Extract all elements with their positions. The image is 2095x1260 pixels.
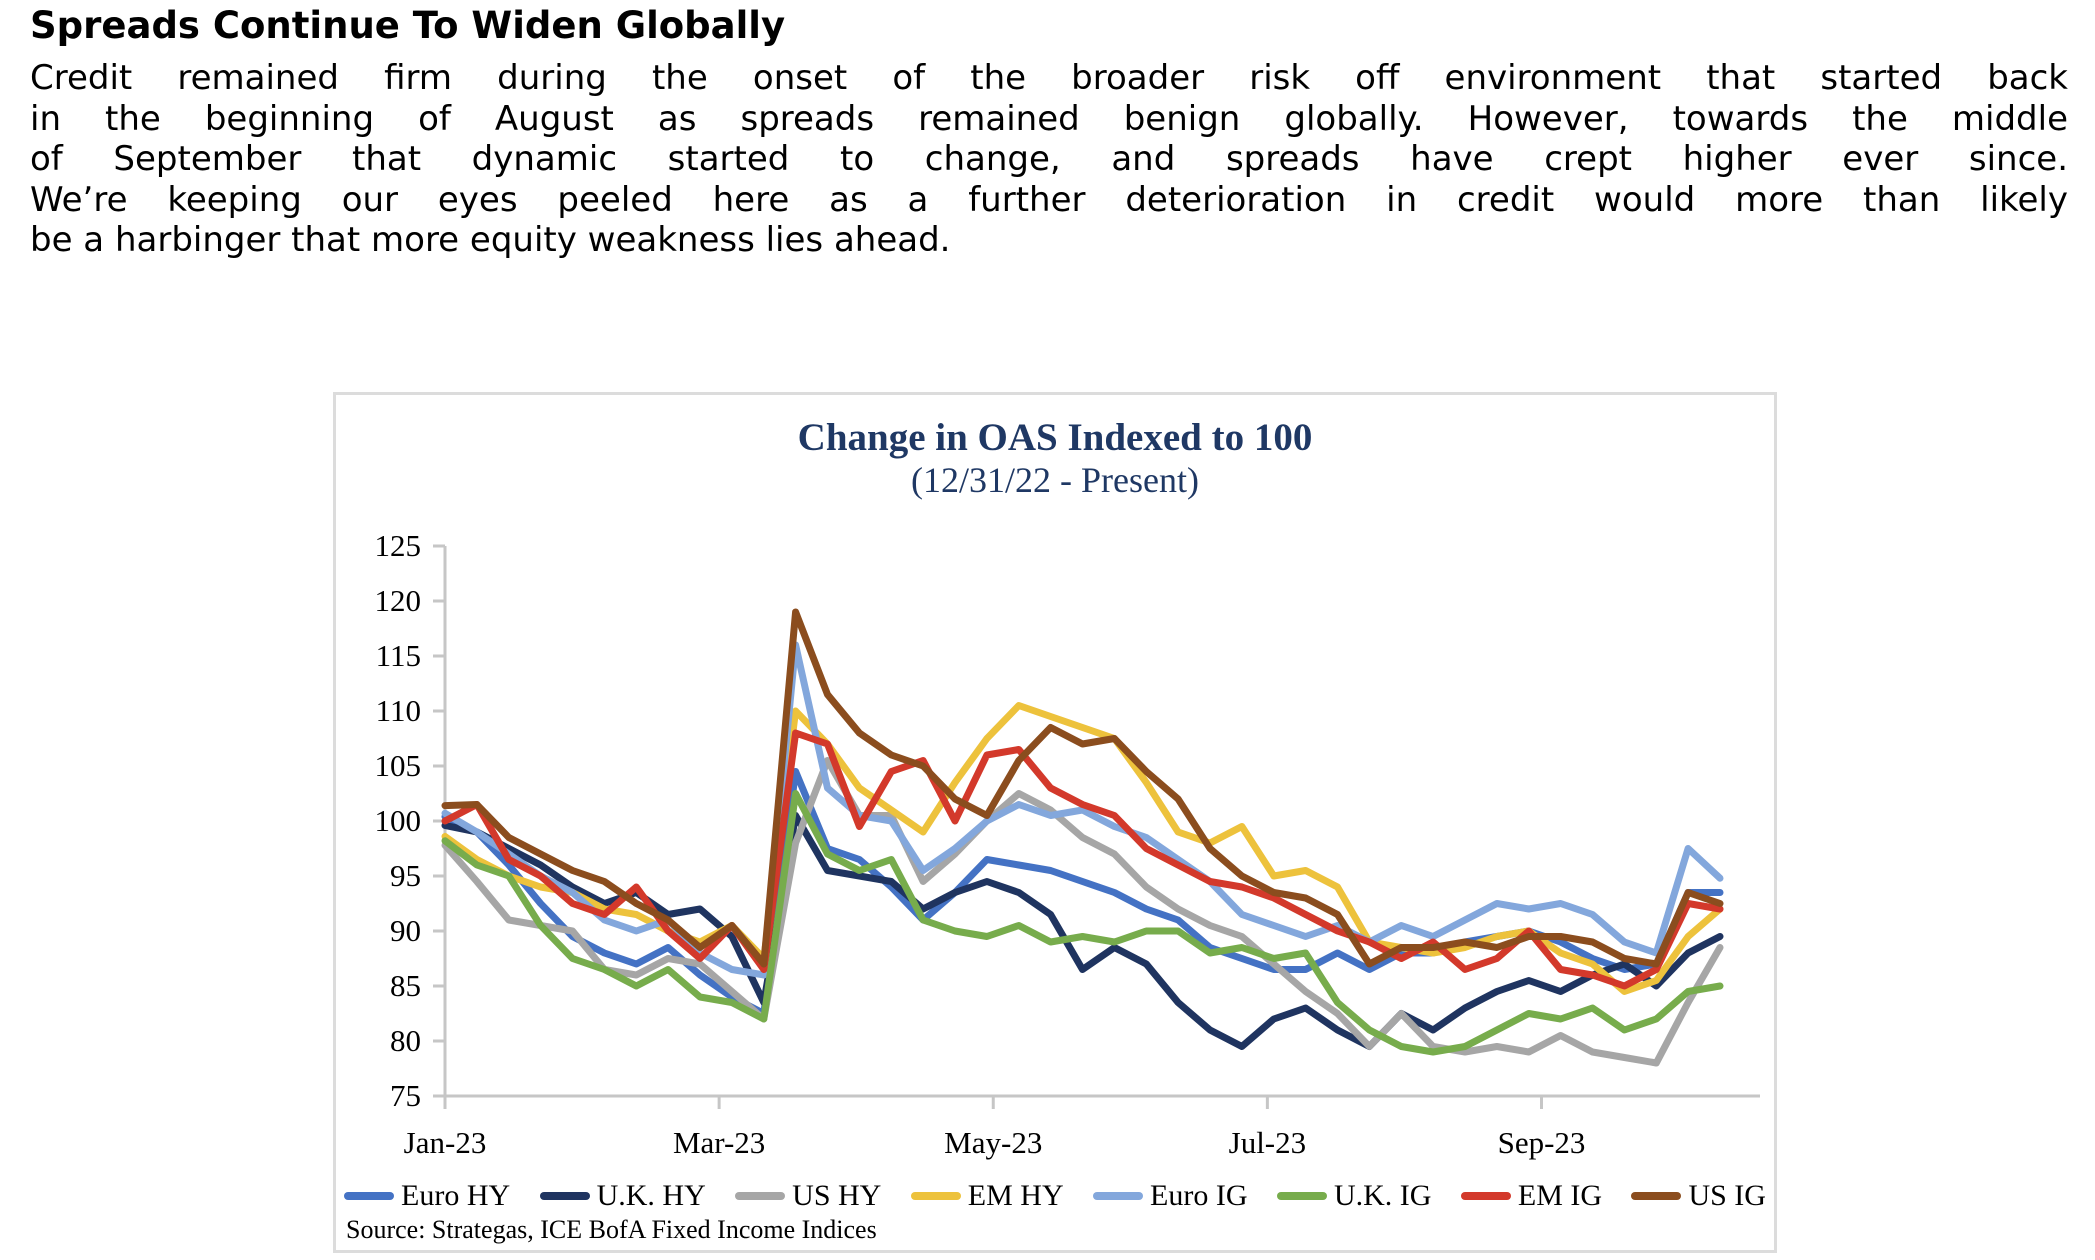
legend-item-us-ig: US IG (1631, 1179, 1766, 1213)
intro-paragraph: Credit remained firm during the onset of… (30, 58, 2068, 261)
chart-subtitle: (12/31/22 - Present) (911, 460, 1199, 500)
intro-line: We’re keeping our eyes peeled here as a … (30, 179, 2068, 220)
y-tick-label: 75 (390, 1078, 421, 1113)
legend-item-u-k-ig: U.K. IG (1276, 1179, 1432, 1213)
legend-swatch (735, 1192, 786, 1200)
series-line-u-k-hy (441, 812, 1724, 1050)
legend-swatch (1093, 1192, 1144, 1200)
y-tick-label: 85 (390, 968, 421, 1003)
chart-legend: Euro HY U.K. HY US HY EM HY Euro IG U.K. IG EM… (344, 1179, 1766, 1213)
legend-swatch (910, 1192, 961, 1200)
y-tick-label: 110 (376, 693, 421, 728)
page-title: Spreads Continue To Widen Globally (30, 4, 786, 47)
intro-line: of September that dynamic started to cha… (30, 139, 2068, 179)
series-line-em-hy (441, 702, 1724, 995)
legend-item-euro-ig: Euro IG (1093, 1179, 1248, 1213)
y-tick-label: 80 (390, 1023, 421, 1058)
legend-swatch (344, 1192, 394, 1200)
y-tick-label: 120 (375, 583, 422, 618)
series-line-em-ig (441, 729, 1724, 990)
intro-line: in the beginning of August as spreads re… (30, 98, 2068, 139)
x-tick-label: Jul-23 (1229, 1125, 1307, 1160)
legend-item-us-hy: US HY (735, 1179, 881, 1213)
series-line-us-ig (441, 608, 1724, 968)
legend-swatch (1460, 1192, 1511, 1200)
intro-line: Credit remained firm during the onset of… (30, 58, 2068, 98)
legend-item-em-ig: EM IG (1460, 1179, 1603, 1213)
legend-label: US HY (792, 1179, 882, 1212)
x-tick-label: Mar-23 (673, 1125, 765, 1160)
legend-swatch (1631, 1192, 1682, 1200)
legend-label: Euro IG (1150, 1179, 1248, 1212)
series-line-euro-ig (441, 641, 1724, 979)
source-note: Source: Strategas, ICE BofA Fixed Income… (346, 1215, 877, 1244)
legend-label: US IG (1688, 1179, 1766, 1212)
y-tick-label: 105 (375, 748, 422, 783)
oas-index-line-chart: 75 80 85 90 95 100 105 110 115 120 125 Jan-23 Mar-23… (375, 528, 1760, 1160)
y-tick-label: 115 (376, 638, 421, 673)
legend-swatch (539, 1192, 590, 1200)
legend-item-u-k-hy: U.K. HY (539, 1179, 706, 1213)
x-tick-label: Sep-23 (1498, 1125, 1586, 1160)
chart-title: Change in OAS Indexed to 100 (797, 416, 1313, 459)
y-tick-label: 100 (375, 803, 422, 838)
x-tick-label: Jan-23 (404, 1125, 487, 1160)
legend-item-euro-hy: Euro HY (344, 1179, 510, 1213)
legend-label: EM IG (1517, 1179, 1603, 1212)
series-line-us-hy (441, 757, 1724, 1067)
intro-line: be a harbinger that more equity weakness… (30, 220, 951, 260)
series-line-u-k-ig (441, 790, 1724, 1056)
legend-label: U.K. HY (596, 1179, 706, 1212)
oas-chart-panel: 75 80 85 90 95 100 105 110 115 120 125 Jan-23 Mar-23… (333, 392, 1777, 1253)
y-tick-label: 125 (375, 528, 422, 563)
y-tick-label: 90 (390, 913, 421, 948)
y-tick-label: 95 (390, 858, 421, 893)
legend-item-em-hy: EM HY (910, 1179, 1064, 1213)
legend-label: Euro HY (401, 1179, 511, 1212)
legend-label: EM HY (967, 1179, 1064, 1212)
legend-label: U.K. IG (1333, 1179, 1432, 1212)
x-tick-label: May-23 (944, 1125, 1042, 1160)
legend-swatch (1276, 1192, 1327, 1200)
